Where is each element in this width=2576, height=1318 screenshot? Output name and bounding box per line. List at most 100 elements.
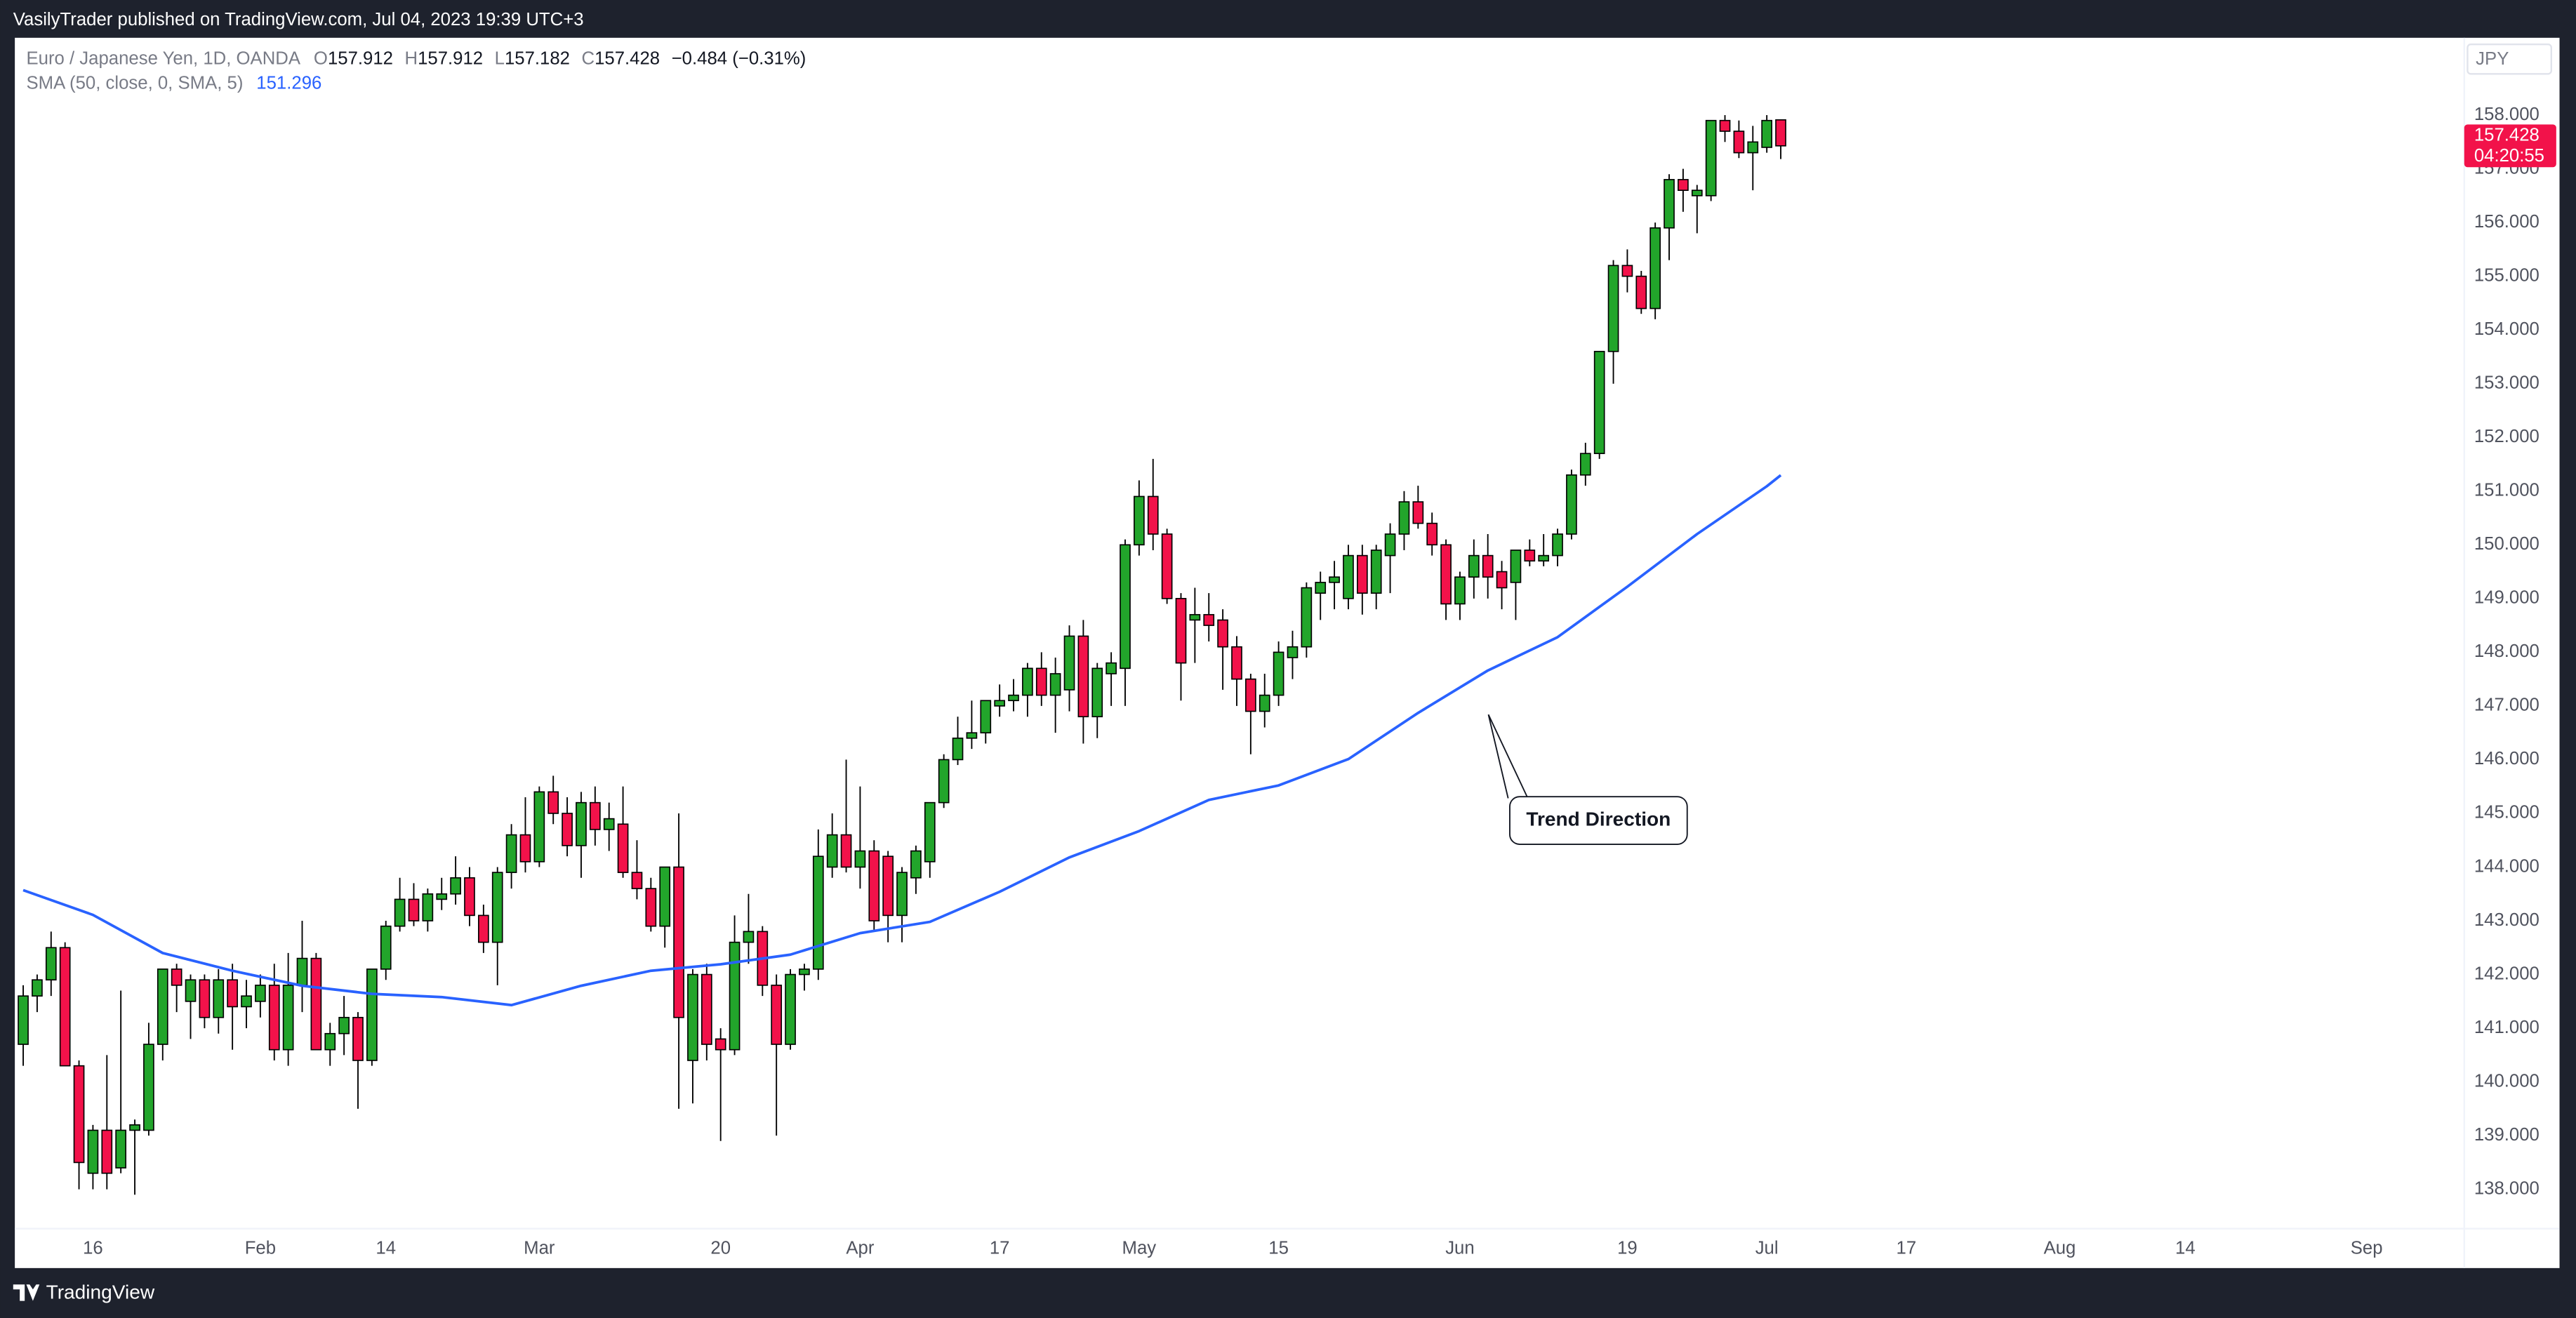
- x-tick-label: 14: [376, 1239, 396, 1258]
- candle-body: [185, 979, 197, 1002]
- x-tick-label: May: [1122, 1239, 1157, 1258]
- candle-body: [1454, 576, 1466, 605]
- candle-body: [1635, 275, 1647, 309]
- candle-body: [1510, 550, 1522, 583]
- candle-body: [1161, 533, 1173, 599]
- candle-body: [450, 877, 461, 895]
- candle-body: [603, 818, 615, 830]
- y-tick-label: 143.000: [2474, 910, 2540, 930]
- candle-body: [645, 888, 657, 927]
- candle-body: [1705, 119, 1717, 197]
- candle-body: [1664, 179, 1675, 229]
- callout-pointer: [1487, 714, 1529, 799]
- y-tick-label: 138.000: [2474, 1178, 2540, 1198]
- currency-box[interactable]: [2467, 44, 2552, 75]
- candle-body: [157, 968, 168, 1045]
- x-tick-label: 15: [1268, 1239, 1289, 1258]
- publisher-line: VasilyTrader published on TradingView.co…: [13, 10, 584, 29]
- x-tick-label: Sep: [2351, 1239, 2383, 1258]
- candle-body: [352, 1016, 364, 1061]
- callout-text: Trend Direction: [1526, 808, 1671, 830]
- candle-body: [1426, 522, 1438, 546]
- y-tick-label: 142.000: [2474, 964, 2540, 983]
- y-tick-label: 149.000: [2474, 588, 2540, 608]
- candle-body: [1607, 265, 1619, 352]
- candle-body: [282, 985, 294, 1051]
- x-tick-label: Jun: [1445, 1239, 1475, 1258]
- y-tick-label: 152.000: [2474, 427, 2540, 446]
- candle-body: [562, 813, 573, 846]
- candle-body: [324, 1032, 336, 1051]
- candle-body: [966, 732, 978, 739]
- plot: 138.000 139.000 140.000 141.000 142.000 143.0…: [18, 105, 2540, 1258]
- candle-body: [422, 893, 434, 921]
- candle-body: [87, 1129, 99, 1174]
- callout-box[interactable]: [1509, 796, 1688, 845]
- currency: JPY: [2476, 49, 2509, 69]
- x-tick-label: Feb: [245, 1239, 276, 1258]
- y-tick-label: 141.000: [2474, 1018, 2540, 1037]
- candle-body: [589, 801, 601, 830]
- candle-body: [1273, 651, 1284, 696]
- candle-body: [771, 985, 783, 1045]
- candle-body: [994, 700, 1005, 707]
- candle-body: [241, 995, 252, 1008]
- candle-body: [45, 947, 57, 981]
- y-tick-label: 156.000: [2474, 212, 2540, 232]
- candle-body: [338, 1016, 350, 1034]
- symbol-legend: Euro / Japanese Yen, 1D, OANDA O157.912 …: [27, 48, 806, 68]
- candle-body: [1343, 554, 1354, 599]
- candle-body: [1008, 694, 1019, 702]
- candle-body: [1482, 554, 1494, 578]
- candle-body: [1049, 673, 1061, 696]
- candle-body: [32, 979, 43, 997]
- price-tag-countdown: 04:20:55: [2474, 146, 2544, 166]
- candle-body: [1621, 265, 1633, 277]
- x-tick-label: 16: [83, 1239, 103, 1258]
- x-tick-label: Apr: [846, 1239, 874, 1258]
- candle-body: [310, 957, 322, 1051]
- candle-body: [1301, 587, 1313, 648]
- candle-body: [785, 973, 796, 1045]
- sma-name: SMA (50, close, 0, SMA, 5): [27, 73, 244, 93]
- candle-body: [910, 850, 922, 879]
- candle-body: [799, 968, 810, 976]
- candle-body: [519, 834, 531, 863]
- candle-body: [1035, 667, 1047, 696]
- candle-body: [1203, 613, 1215, 626]
- sma-line: [22, 474, 1782, 1007]
- candle-body: [394, 898, 406, 927]
- candle-body: [1370, 550, 1382, 594]
- y-tick-label: 140.000: [2474, 1071, 2540, 1091]
- candle-body: [115, 1129, 127, 1169]
- candle-body: [1412, 501, 1424, 524]
- candle-body: [1593, 350, 1605, 455]
- candle-body: [1747, 141, 1759, 154]
- candle-body: [882, 856, 894, 917]
- candle-body: [1440, 544, 1452, 605]
- brand-name: TradingView: [46, 1282, 155, 1303]
- candle-body: [701, 973, 712, 1045]
- candle-body: [576, 801, 587, 846]
- candle-body: [1538, 554, 1550, 562]
- candle-body: [199, 979, 211, 1018]
- candle-body: [380, 925, 392, 970]
- candle-body: [1719, 119, 1731, 132]
- candle-body: [673, 866, 684, 1018]
- y-tick-label: 139.000: [2474, 1125, 2540, 1145]
- candle-body: [854, 850, 866, 868]
- candle-body: [436, 893, 448, 900]
- x-tick-label: Jul: [1755, 1239, 1779, 1258]
- brand-logo: [13, 1284, 40, 1301]
- candle-body: [1356, 554, 1368, 594]
- x-tick-label: Mar: [524, 1239, 555, 1258]
- candle-body: [1134, 495, 1145, 546]
- ohlc-value: 157.912: [328, 48, 393, 68]
- candle-body: [533, 791, 545, 863]
- candle-body: [1384, 533, 1396, 557]
- candle-body: [1106, 662, 1117, 674]
- sma-value: 151.296: [256, 73, 321, 93]
